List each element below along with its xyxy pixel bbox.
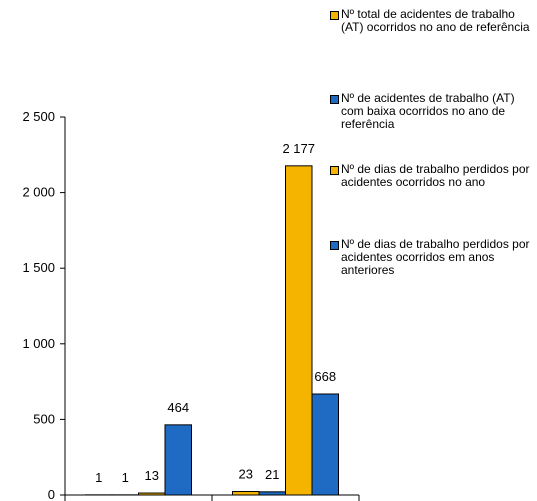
data-label: 464	[167, 400, 189, 415]
data-label: 13	[145, 468, 159, 483]
legend-label: Nº de dias de trabalho perdidos por acid…	[341, 162, 530, 189]
bar	[258, 491, 286, 496]
legend-label: Nº total de acidentes de trabalho (AT) o…	[341, 7, 530, 34]
y-tick-label: 1 500	[22, 260, 55, 275]
y-tick-label: 0	[48, 487, 55, 501]
data-label: 668	[314, 369, 336, 384]
bar	[285, 165, 313, 496]
legend-item: Nº de acidentes de trabalho (AT) com bai…	[330, 92, 535, 131]
legend-item: Nº de dias de trabalho perdidos por acid…	[330, 163, 535, 189]
bar	[138, 492, 166, 496]
legend-item: Nº total de acidentes de trabalho (AT) o…	[330, 8, 535, 34]
bar	[232, 491, 260, 496]
legend-swatch	[330, 11, 339, 20]
bar	[164, 424, 192, 496]
y-tick-label: 500	[33, 411, 55, 426]
legend-label: Nº de acidentes de trabalho (AT) com bai…	[341, 91, 515, 131]
legend-swatch	[330, 95, 339, 104]
legend-label: Nº de dias de trabalho perdidos por acid…	[341, 237, 530, 277]
data-label: 23	[239, 467, 253, 482]
data-label: 1	[122, 470, 129, 485]
y-tick-label: 1 000	[22, 336, 55, 351]
legend-swatch	[330, 241, 339, 250]
y-tick-label: 2 500	[22, 109, 55, 124]
legend-item: Nº de dias de trabalho perdidos por acid…	[330, 238, 535, 277]
legend-swatch	[330, 166, 339, 175]
data-label: 1	[95, 470, 102, 485]
y-tick-label: 2 000	[22, 185, 55, 200]
data-label: 21	[265, 467, 279, 482]
bar	[311, 393, 339, 496]
data-label: 2 177	[282, 141, 315, 156]
